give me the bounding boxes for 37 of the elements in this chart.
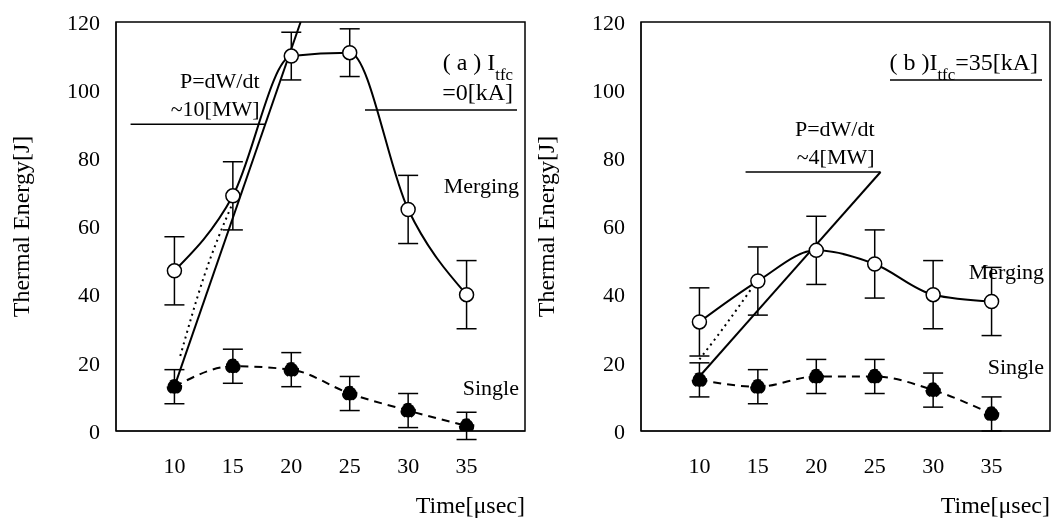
y-tick-label: 0 <box>614 418 625 444</box>
series-label: Single <box>987 354 1044 380</box>
x-tick-label: 35 <box>455 452 478 478</box>
series-label: Merging <box>443 173 519 199</box>
y-tick-label: 20 <box>603 350 625 376</box>
y-axis-title: Thermal Energy[J] <box>532 135 559 318</box>
text: ( a ) I$_{tfc}$ =0[kA] <box>442 49 513 105</box>
y-tick-label: 120 <box>67 9 100 35</box>
y-tick-label: 80 <box>603 146 625 172</box>
y-axis-title: Thermal Energy[J] <box>7 135 34 318</box>
x-tick-label: 10 <box>163 452 186 478</box>
y-tick-label: 100 <box>67 77 100 103</box>
x-axis-title: Time[μsec] <box>940 492 1050 518</box>
x-tick-label: 35 <box>980 452 1003 478</box>
text: ( b )I$_{tfc}$=35[kA] <box>889 49 1038 84</box>
x-tick-label: 25 <box>863 452 886 478</box>
annotation: P=dW/dt ~4[MW] <box>794 115 875 169</box>
y-tick-label: 20 <box>78 350 100 376</box>
x-axis-title: Time[μsec] <box>415 492 525 518</box>
y-tick-label: 40 <box>78 282 100 308</box>
y-tick-label: 60 <box>603 214 625 240</box>
y-tick-label: 60 <box>78 214 100 240</box>
x-tick-label: 30 <box>397 452 420 478</box>
x-tick-label: 30 <box>922 452 945 478</box>
y-tick-label: 40 <box>603 282 625 308</box>
x-tick-label: 15 <box>746 452 769 478</box>
x-tick-label: 25 <box>338 452 361 478</box>
y-tick-label: 120 <box>592 9 625 35</box>
x-tick-label: 10 <box>688 452 711 478</box>
x-tick-label: 20 <box>280 452 303 478</box>
x-tick-label: 15 <box>221 452 244 478</box>
x-tick-label: 20 <box>805 452 828 478</box>
y-tick-label: 0 <box>89 418 100 444</box>
y-tick-label: 80 <box>78 146 100 172</box>
series-label: Single <box>462 374 519 400</box>
annotation: P=dW/dt ~10[MW] <box>170 68 260 122</box>
y-tick-label: 100 <box>592 77 625 103</box>
